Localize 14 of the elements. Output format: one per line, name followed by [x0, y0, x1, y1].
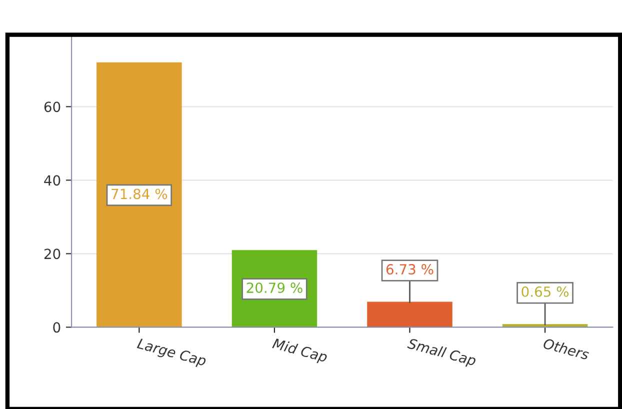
y-tick-label: 60 [44, 102, 60, 112]
bar [367, 302, 452, 328]
y-tick-label: 0 [53, 322, 60, 333]
y-tick-label: 40 [44, 175, 60, 186]
x-tick-label: Mid Cap [271, 338, 328, 365]
y-tick-label: 20 [44, 248, 60, 260]
data-label: 6.73 % [386, 264, 434, 275]
bar [96, 62, 182, 328]
x-tick-label: Small Cap [406, 338, 477, 369]
x-tick-label: Large Cap [136, 338, 207, 369]
x-tick-label: Others [542, 338, 590, 360]
data-label: 71.84 % [112, 188, 168, 200]
data-label: 20.79 % [246, 282, 302, 294]
data-label: 0.65 % [522, 286, 569, 297]
